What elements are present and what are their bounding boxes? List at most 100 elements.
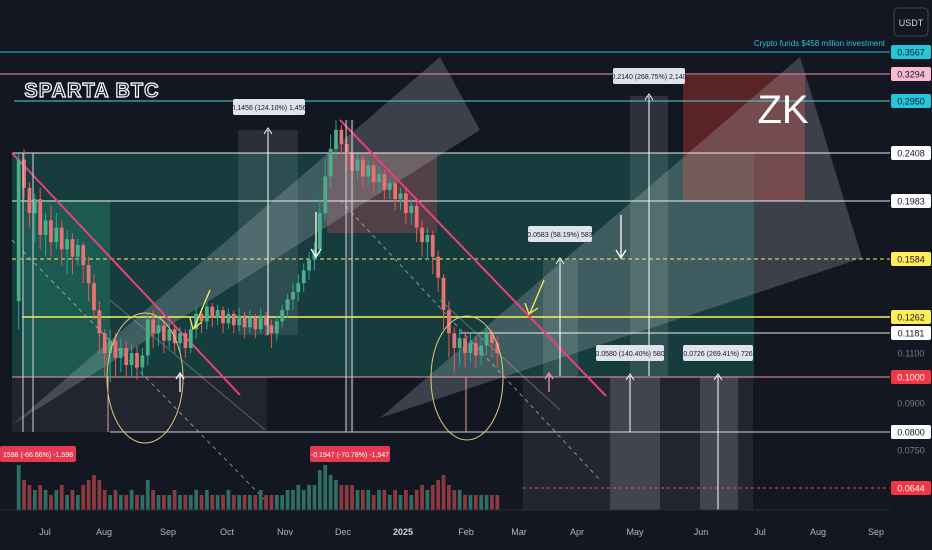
volume-bar [312, 485, 317, 510]
volume-bar [291, 490, 295, 510]
volume-bar [248, 495, 252, 510]
headline-text: Crypto funds $458 million investment [754, 39, 886, 48]
candle [393, 181, 398, 211]
volume-bar [81, 485, 86, 510]
volume-bar [452, 490, 457, 510]
volume-bar [339, 485, 344, 510]
candle-body [129, 353, 134, 365]
candle [124, 340, 129, 377]
arrow-up-3 [555, 257, 565, 376]
volume-bar [199, 495, 204, 510]
candle [323, 159, 328, 221]
time-tick-label: Dec [335, 527, 352, 537]
candle-body [484, 333, 489, 346]
volume-bar [151, 490, 156, 510]
volume-bar [92, 475, 96, 510]
volume-bar [393, 490, 398, 510]
candle [258, 308, 263, 334]
volume-bar [65, 495, 69, 510]
candle-body [199, 313, 204, 322]
volume-bar [129, 490, 134, 510]
arrow-small-up-2 [544, 371, 554, 392]
measure-box-6 [700, 377, 738, 510]
volume-bar [317, 470, 322, 510]
candle [210, 302, 215, 328]
svg-text:1598 (-66.66%) -1,598: 1598 (-66.66%) -1,598 [3, 452, 73, 459]
red-zone-dec [327, 153, 437, 233]
watermark-logo: SPARTA BTC [24, 79, 159, 102]
candle-body [377, 174, 381, 183]
candle [441, 274, 446, 330]
volume-bar [135, 495, 139, 510]
candle [59, 220, 64, 266]
candle-body [237, 315, 242, 326]
price-tick: 0.0900 [897, 399, 925, 409]
volume-bar [102, 490, 107, 510]
candle-body [183, 333, 188, 349]
time-tick-label: Sep [160, 527, 176, 537]
volume-bar [274, 495, 279, 510]
candle-body [162, 325, 166, 341]
price-tick: 0.1100 [898, 349, 925, 359]
candle-body [425, 234, 430, 243]
candle [387, 178, 392, 200]
wedge-1 [12, 57, 480, 425]
candle [371, 161, 376, 194]
volume-bar [307, 485, 311, 510]
loss-zone-left [12, 377, 267, 432]
measure-labels: 0.1456 (124.10%) 1,456 0.2140 (268.75%) … [0, 68, 753, 462]
candle-body [447, 310, 451, 334]
vertical-markers [22, 120, 467, 432]
candle-body [248, 317, 252, 328]
candle [188, 323, 193, 353]
candle [473, 335, 478, 368]
volume-bar [43, 490, 48, 510]
time-tick-label: Oct [220, 527, 235, 537]
arrow-up-4 [625, 373, 635, 432]
volume-bar [301, 490, 306, 510]
volume-bar [264, 495, 268, 510]
volume-bar [490, 495, 494, 510]
volume-bar [22, 480, 26, 510]
volume-bar [323, 465, 328, 510]
candle-body [151, 319, 156, 334]
candle [484, 327, 489, 356]
price-tick-label: 0.1000 [897, 373, 925, 383]
price-tick-label: 0.1181 [898, 329, 925, 339]
volume-bar [425, 490, 430, 510]
measure-box-5 [610, 377, 660, 510]
candle-body [468, 343, 473, 353]
candle [253, 313, 258, 339]
time-tick-label: Feb [458, 527, 474, 537]
volume-bar [27, 485, 32, 510]
svg-text:0.2140 (268.75%) 2,140: 0.2140 (268.75%) 2,140 [611, 74, 686, 81]
candle [425, 227, 430, 260]
volume-bar [231, 495, 236, 510]
svg-text:0.0580 (140.40%) 580: 0.0580 (140.40%) 580 [595, 351, 664, 358]
volume-bar [183, 495, 188, 510]
currency-button[interactable]: USDT [893, 7, 929, 37]
candle-body [221, 310, 225, 324]
volume-bar [215, 495, 220, 510]
arrow-up-2 [644, 93, 654, 376]
candle-body [339, 129, 344, 145]
volume-bar [479, 495, 484, 510]
volume-bar [366, 490, 371, 510]
candle-body [70, 239, 75, 257]
candle [377, 167, 381, 194]
volume-bar [226, 490, 231, 510]
measure-box-2 [346, 120, 354, 430]
candle-body [404, 193, 408, 214]
price-tick-label: 0.0800 [897, 428, 925, 438]
candle [70, 233, 75, 275]
volume-bar [355, 490, 360, 510]
volume-bar [108, 495, 112, 510]
price-tick-label: 0.1262 [897, 313, 925, 323]
candle-body [285, 299, 290, 311]
candle-body [59, 227, 64, 250]
target-zone [683, 75, 805, 201]
price-tick: 0.1983 [891, 194, 931, 208]
price-tick-label: 0.0750 [897, 446, 925, 456]
candle [280, 304, 285, 328]
